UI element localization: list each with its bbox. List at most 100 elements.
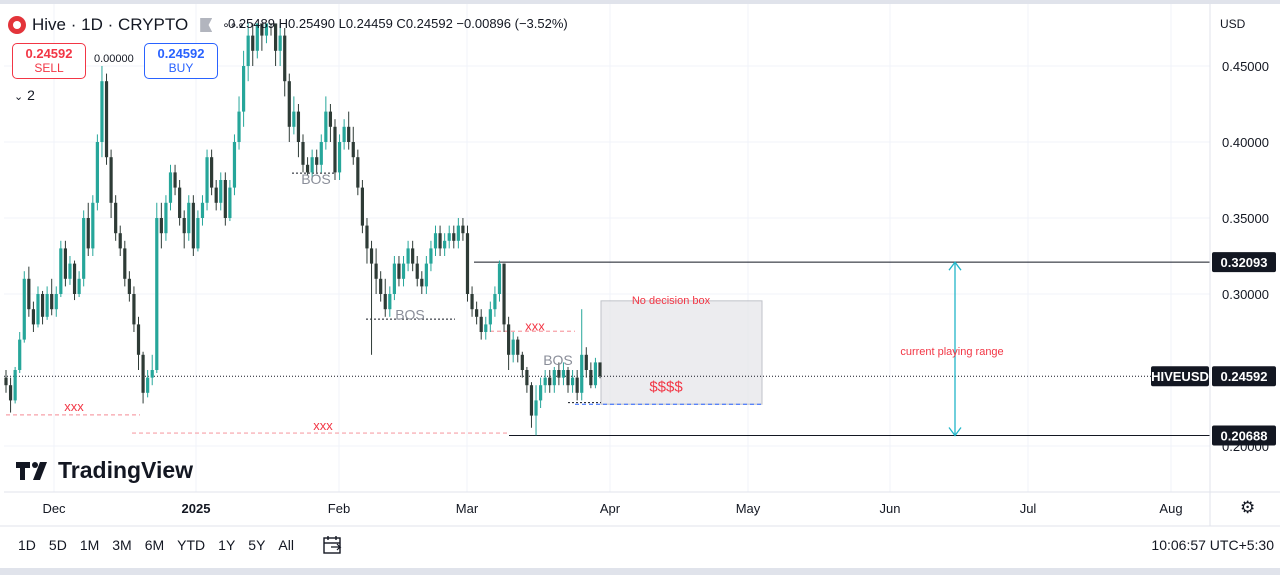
candle-body: [210, 157, 214, 188]
date-range-icon[interactable]: [322, 535, 344, 558]
top-frame: [0, 0, 1280, 4]
candles: [4, 23, 602, 436]
candle-body: [406, 248, 410, 264]
timeframe-5y[interactable]: 5Y: [248, 537, 266, 553]
buy-price: 0.24592: [157, 46, 205, 61]
candle-body: [511, 339, 515, 355]
candle-body: [447, 233, 451, 241]
candle-body: [470, 294, 474, 310]
candle-body: [456, 225, 460, 241]
candle-body: [383, 294, 387, 310]
candle-body: [566, 370, 570, 386]
candle-body: [360, 187, 364, 226]
sell-button[interactable]: 0.24592 SELL: [12, 43, 86, 79]
candle-body: [374, 263, 378, 279]
candle-body: [228, 187, 232, 218]
flag-icon[interactable]: [200, 18, 213, 32]
time-tick-label: Jun: [880, 501, 901, 516]
currency-label[interactable]: USD: [1220, 17, 1246, 31]
candle-body: [589, 370, 593, 386]
sell-label: SELL: [34, 61, 64, 75]
timeframe-1d[interactable]: 1D: [18, 537, 36, 553]
candle-body: [520, 354, 524, 370]
candle-body: [91, 202, 95, 249]
candle-body: [82, 218, 86, 279]
timeframe-6m[interactable]: 6M: [144, 537, 165, 553]
candle-body: [301, 142, 305, 165]
candle-body: [27, 278, 31, 310]
indicator-count: 2: [27, 87, 35, 103]
candle-body: [68, 263, 72, 279]
range-arrow-head: [948, 261, 962, 271]
candle-body: [388, 294, 392, 310]
no-decision-box: [600, 300, 763, 405]
candle-body: [150, 370, 154, 378]
symbol-header[interactable]: Hive · 1D · CRYPTO ∘∘∘: [8, 12, 245, 38]
candle-body: [379, 278, 383, 294]
timeframe-all[interactable]: All: [278, 537, 294, 553]
candle-body: [223, 180, 227, 218]
time-tick-label: Aug: [1159, 501, 1182, 516]
timeframe-3m[interactable]: 3M: [112, 537, 132, 553]
timeframe-1y[interactable]: 1Y: [218, 537, 236, 553]
price-tag: [1212, 366, 1276, 387]
candle-body: [264, 23, 269, 36]
candle-body: [598, 362, 602, 377]
candle-body: [484, 324, 488, 332]
candle-body: [584, 354, 588, 370]
range-arrow-head: [948, 427, 962, 437]
candle-body: [561, 370, 566, 378]
candle-body: [269, 23, 273, 25]
candle-body: [475, 309, 479, 317]
annotation-label-xxx: xxx: [525, 319, 545, 334]
candle-body: [260, 23, 264, 36]
candle-body: [333, 126, 337, 173]
candle-body: [397, 263, 401, 279]
time-tick-label: Dec: [42, 501, 66, 516]
time-tick-label: May: [736, 501, 761, 516]
candle-body: [497, 263, 502, 294]
candle-body: [136, 324, 141, 355]
bottom-toolbar: 1D 5D 1M 3M 6M YTD 1Y 5Y All 10:06:57 UTC+5:30: [0, 527, 1280, 565]
candle-body: [310, 157, 314, 173]
candle-body: [8, 385, 13, 401]
timeframe-1m[interactable]: 1M: [79, 537, 100, 553]
price-tick-label: 0.40000: [1222, 135, 1269, 150]
candle-body: [529, 385, 534, 416]
candle-body: [214, 187, 218, 203]
timeframe-ytd[interactable]: YTD: [177, 537, 206, 553]
symbol-title[interactable]: Hive · 1D · CRYPTO: [32, 15, 189, 34]
candle-body: [319, 142, 323, 165]
candle-body: [347, 126, 351, 142]
candle-body: [18, 339, 22, 370]
candle-body: [50, 294, 54, 310]
more-dots-icon[interactable]: ∘∘∘: [222, 18, 245, 32]
candle-body: [168, 172, 173, 203]
candle-body: [146, 377, 150, 393]
hive-logo-icon: [8, 16, 26, 34]
candle-body: [159, 218, 163, 234]
grid: [4, 4, 1210, 492]
candle-body: [516, 339, 520, 355]
candle-body: [127, 278, 131, 294]
timeframe-5d[interactable]: 5D: [48, 537, 67, 553]
ohlc-readout: 0.25489 H0.25490 L0.24459 C0.24592 −0.00…: [228, 16, 568, 31]
buy-button[interactable]: 0.24592 BUY: [144, 43, 218, 79]
indicator-collapse-toggle[interactable]: ⌄ 2: [14, 87, 35, 103]
candle-body: [315, 157, 319, 165]
candle-body: [273, 23, 278, 51]
candle-body: [292, 111, 296, 127]
candle-body: [539, 385, 543, 401]
settings-gear-icon[interactable]: ⚙: [1240, 498, 1256, 517]
timeframe-buttons: 1D 5D 1M 3M 6M YTD 1Y 5Y All: [18, 537, 307, 553]
spread-value: 0.00000: [94, 53, 134, 65]
time-tick-label: 2025: [182, 501, 211, 516]
candle-body: [86, 218, 90, 249]
clock-readout[interactable]: 10:06:57 UTC+5:30: [1151, 537, 1274, 553]
tradingview-logo[interactable]: TradingView: [16, 457, 193, 484]
annotation-label-bos: BOS: [543, 352, 573, 368]
candle-body: [443, 240, 447, 249]
